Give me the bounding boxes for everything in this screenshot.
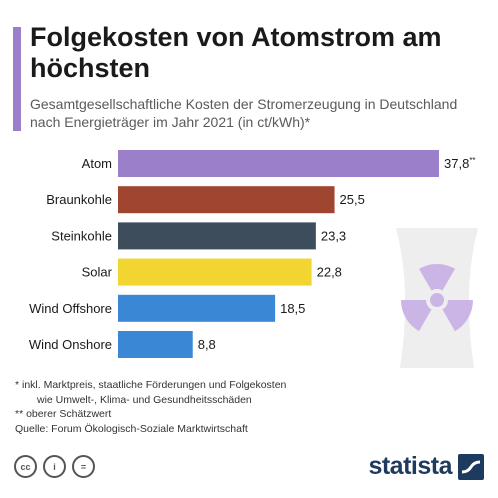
statista-mark-icon — [458, 453, 484, 480]
value-label: 25,5 — [340, 192, 365, 207]
category-label: Solar — [82, 265, 113, 280]
no-derivatives-icon: = — [72, 455, 95, 478]
bar — [118, 222, 316, 250]
value-label: 23,3 — [321, 228, 346, 243]
value-label: 37,8** — [444, 156, 476, 171]
license-badges: cc i = — [14, 455, 95, 478]
bar — [118, 294, 276, 322]
footnote-1: * inkl. Marktpreis, staatliche Förderung… — [15, 379, 287, 391]
footnotes: * inkl. Marktpreis, staatliche Förderung… — [15, 378, 485, 436]
bar — [118, 331, 193, 358]
brand-name: statista — [368, 452, 452, 480]
bar-chart: Atom 37,8** Braunkohle 25,5 Steinkohle 23,3 So… — [29, 150, 476, 358]
category-label: Wind Onshore — [29, 337, 112, 352]
category-label: Wind Offshore — [29, 301, 112, 316]
value-label: 18,5 — [280, 301, 305, 316]
statista-logo: statista — [368, 452, 484, 481]
radiation-symbol-icon — [396, 228, 478, 368]
value-annotation: ** — [469, 156, 475, 165]
attribution-icon: i — [43, 455, 66, 478]
footnote-1-continued: wie Umwelt-, Klima- und Gesundheitsschäd… — [37, 393, 252, 406]
footnote-2: ** oberer Schätzwert — [15, 408, 112, 420]
bar — [118, 258, 312, 286]
category-label: Atom — [82, 156, 112, 171]
chart-subtitle: Gesamtgesellschaftliche Kosten der Strom… — [30, 96, 458, 130]
chart-title: Folgekosten von Atomstrom am höchsten — [30, 22, 442, 83]
category-label: Steinkohle — [51, 228, 112, 243]
source-note: Quelle: Forum Ökologisch-Soziale Marktwi… — [15, 422, 248, 435]
creative-commons-icon: cc — [14, 455, 37, 478]
value-label: 22,8 — [317, 265, 342, 280]
bar — [118, 150, 439, 177]
value-label: 8,8 — [198, 337, 216, 352]
bar — [118, 186, 335, 214]
category-label: Braunkohle — [46, 192, 112, 207]
title-accent-bar — [13, 27, 21, 131]
